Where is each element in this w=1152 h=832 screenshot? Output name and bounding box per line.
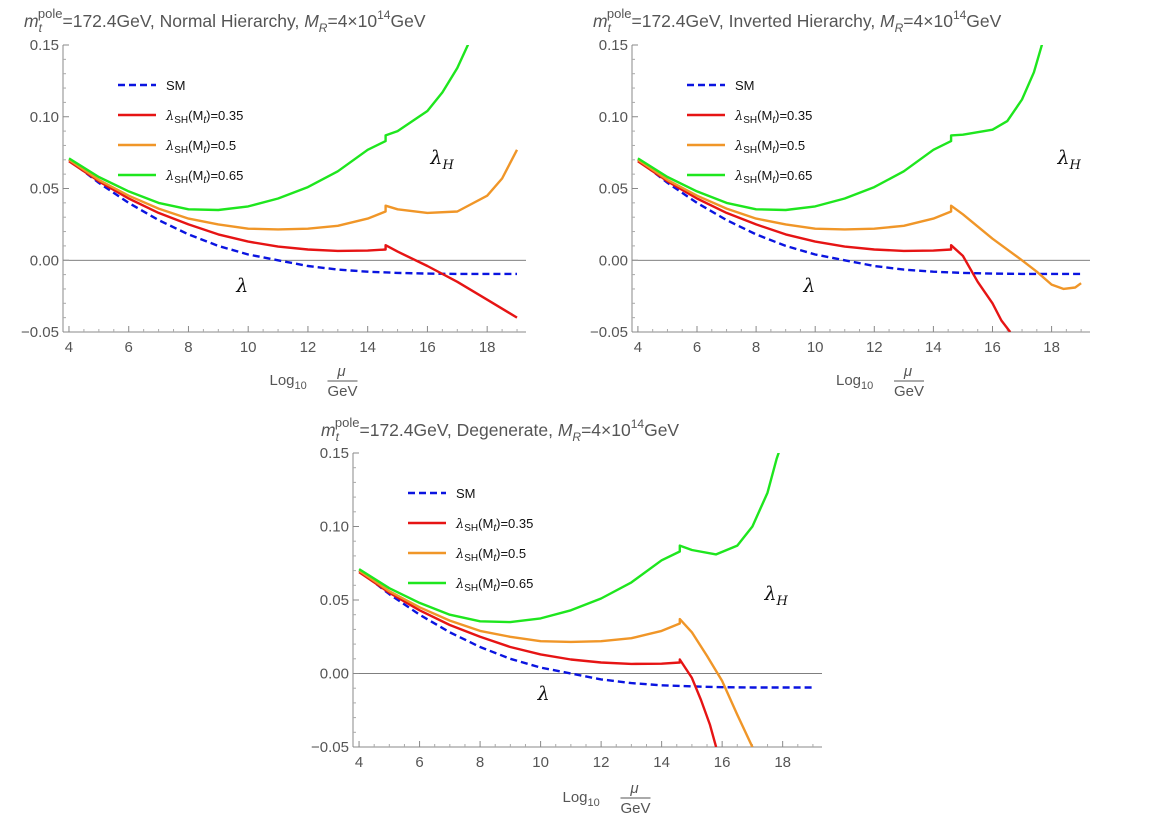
x-tick-label: 10: [532, 754, 549, 771]
x-tick-label: 16: [714, 754, 731, 771]
x-tick-label: 8: [476, 754, 484, 771]
series-line-0.65: [68, 45, 470, 212]
x-tick-label: 4: [355, 754, 363, 771]
x-tick-label: 12: [866, 339, 883, 356]
y-tick-label: 0.05: [599, 181, 628, 198]
annotation-lambda: λ: [802, 275, 815, 297]
x-tick-label: 6: [693, 339, 701, 356]
series-line-0.35: [68, 160, 518, 319]
x-axis-label: Log10: [270, 372, 307, 392]
legend-label-0.35: λSH(Mt)=0.35: [455, 516, 533, 534]
series-line-SM: [68, 158, 517, 276]
x-tick-label: 4: [65, 339, 73, 356]
series-line-0.35: [637, 160, 1012, 332]
x-axis-label-numerator: μ: [336, 363, 345, 380]
x-axis-label-numerator: μ: [629, 780, 638, 797]
series-line-0.35: [358, 571, 718, 747]
x-tick-label: 16: [984, 339, 1001, 356]
y-tick-label: 0.15: [320, 445, 349, 462]
legend-label-0.65: λSH(Mt)=0.65: [165, 168, 243, 186]
annotation-lambda-h: λH: [429, 147, 454, 173]
legend-label-0.35: λSH(Mt)=0.35: [734, 108, 812, 126]
annotation-lambda-h: λH: [764, 583, 789, 609]
y-tick-label: 0.10: [320, 519, 349, 536]
x-axis-label: Log10: [836, 372, 873, 392]
series-line-0.5: [68, 149, 519, 231]
chart-normal-hierarchy: mtpole=172.4GeV, Normal Hierarchy, MR=4×…: [21, 6, 526, 400]
series-line-0.65: [637, 45, 1044, 212]
y-tick-label: 0.05: [30, 181, 59, 198]
chart-title: mtpole=172.4GeV, Degenerate, MR=4×1014Ge…: [321, 415, 679, 444]
annotation-lambda: λ: [235, 275, 248, 297]
series-line-0.5: [358, 569, 754, 747]
series-line-0.65: [358, 453, 780, 624]
x-tick-label: 12: [593, 754, 610, 771]
y-tick-label: −0.05: [590, 324, 628, 341]
legend-label-SM: SM: [166, 78, 186, 93]
legend-label-0.35: λSH(Mt)=0.35: [165, 108, 243, 126]
chart-title: mtpole=172.4GeV, Normal Hierarchy, MR=4×…: [24, 6, 426, 35]
x-tick-label: 18: [1043, 339, 1060, 356]
chart-title: mtpole=172.4GeV, Inverted Hierarchy, MR=…: [593, 6, 1002, 35]
x-tick-label: 8: [184, 339, 192, 356]
y-tick-label: 0.10: [30, 109, 59, 126]
legend-label-0.65: λSH(Mt)=0.65: [734, 168, 812, 186]
y-tick-label: 0.00: [30, 252, 59, 269]
chart-degenerate: mtpole=172.4GeV, Degenerate, MR=4×1014Ge…: [311, 415, 822, 817]
legend-label-0.5: λSH(Mt)=0.5: [165, 138, 236, 156]
x-tick-label: 8: [752, 339, 760, 356]
legend-label-0.5: λSH(Mt)=0.5: [734, 138, 805, 156]
x-tick-label: 16: [419, 339, 436, 356]
legend-label-SM: SM: [456, 486, 476, 501]
y-tick-label: 0.15: [30, 37, 59, 54]
y-tick-label: −0.05: [21, 324, 59, 341]
series-line-SM: [637, 158, 1082, 276]
series-line-0.5: [637, 158, 1082, 291]
y-tick-label: 0.00: [599, 252, 628, 269]
x-axis-label-denominator: GeV: [327, 383, 357, 400]
y-tick-label: 0.15: [599, 37, 628, 54]
x-tick-label: 4: [634, 339, 642, 356]
x-tick-label: 6: [415, 754, 423, 771]
x-axis-label-denominator: GeV: [894, 383, 924, 400]
x-tick-label: 12: [300, 339, 317, 356]
x-tick-label: 14: [925, 339, 942, 356]
y-tick-label: 0.05: [320, 592, 349, 609]
x-axis-label: Log10: [563, 789, 600, 809]
x-tick-label: 18: [774, 754, 791, 771]
annotation-lambda-h: λH: [1056, 147, 1081, 173]
legend-label-0.65: λSH(Mt)=0.65: [455, 576, 533, 594]
legend-label-SM: SM: [735, 78, 755, 93]
chart-inverted-hierarchy: mtpole=172.4GeV, Inverted Hierarchy, MR=…: [590, 6, 1090, 400]
y-tick-label: −0.05: [311, 739, 349, 756]
x-tick-label: 10: [240, 339, 257, 356]
y-tick-label: 0.00: [320, 666, 349, 683]
x-tick-label: 6: [125, 339, 133, 356]
x-tick-label: 18: [479, 339, 496, 356]
x-tick-label: 14: [359, 339, 376, 356]
series-line-SM: [358, 569, 813, 689]
annotation-lambda: λ: [537, 683, 550, 705]
x-axis-label-numerator: μ: [903, 363, 912, 380]
legend-label-0.5: λSH(Mt)=0.5: [455, 546, 526, 564]
x-tick-label: 14: [653, 754, 670, 771]
x-tick-label: 10: [807, 339, 824, 356]
y-tick-label: 0.10: [599, 109, 628, 126]
x-axis-label-denominator: GeV: [620, 800, 650, 817]
